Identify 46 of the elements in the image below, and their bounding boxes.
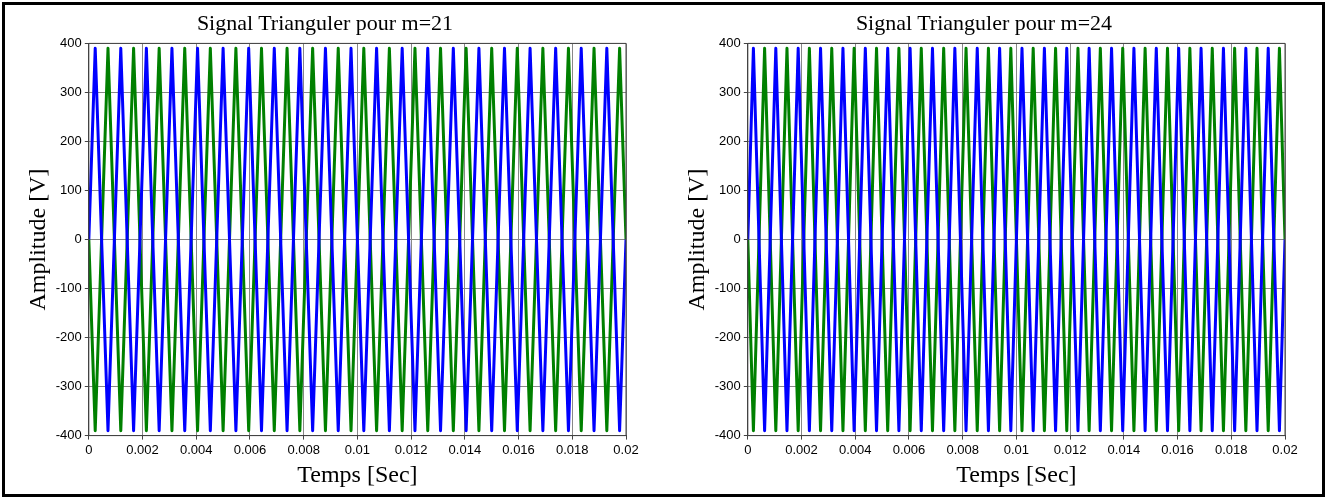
- x-tick-label: 0.02: [1272, 441, 1298, 457]
- y-tick-label: -300: [714, 378, 741, 394]
- x-tick-label: 0.012: [1053, 441, 1087, 457]
- x-axis-title: Temps [Sec]: [956, 460, 1077, 487]
- x-tick-label: 0: [743, 441, 752, 457]
- x-tick-label: 0.008: [946, 441, 979, 457]
- x-tick-label: 0.004: [180, 441, 213, 457]
- x-tick-label: 0.012: [395, 441, 428, 457]
- y-tick-label: 300: [718, 84, 741, 99]
- x-tick-label: 0.02: [613, 441, 639, 457]
- y-axis-title: Amplitude [V]: [23, 168, 50, 311]
- x-tick-label: 0.006: [233, 441, 267, 457]
- y-tick-label: -200: [714, 329, 741, 345]
- y-tick-label: -400: [714, 427, 741, 443]
- y-tick-label: 100: [718, 182, 741, 198]
- y-tick-label: 300: [60, 84, 83, 99]
- x-tick-label: 0.018: [556, 441, 589, 457]
- y-tick-label: 400: [60, 34, 83, 50]
- chart-title: Signal Trianguler pour m=24: [855, 9, 1112, 35]
- x-tick-label: 0.008: [287, 441, 321, 457]
- y-tick-label: -400: [56, 427, 83, 443]
- x-tick-label: 0: [85, 441, 93, 457]
- x-tick-label: 0.006: [892, 441, 925, 457]
- x-tick-label: 0.014: [448, 441, 482, 457]
- x-tick-label: 0.018: [1214, 441, 1248, 457]
- x-tick-label: 0.016: [502, 441, 536, 457]
- y-tick-label: 0: [733, 231, 741, 247]
- y-tick-label: -100: [714, 280, 741, 296]
- y-tick-label: 400: [718, 34, 741, 50]
- x-tick-label: 0.016: [1161, 441, 1194, 457]
- y-tick-label: -300: [56, 378, 83, 394]
- x-tick-label: 0.004: [838, 441, 872, 457]
- y-tick-label: 100: [60, 182, 83, 198]
- y-axis-title: Amplitude [V]: [682, 168, 709, 311]
- x-tick-label: 0.014: [1107, 441, 1140, 457]
- x-tick-label: 0.002: [785, 441, 818, 457]
- x-tick-label: 0.002: [126, 441, 160, 457]
- x-axis-title: Temps [Sec]: [297, 460, 418, 487]
- chart-title: Signal Trianguler pour m=21: [197, 9, 454, 35]
- y-tick-label: 0: [74, 231, 83, 247]
- y-tick-label: 200: [718, 133, 741, 149]
- y-tick-label: 200: [60, 133, 83, 149]
- y-tick-label: -100: [56, 280, 83, 296]
- y-tick-label: -200: [56, 329, 83, 345]
- x-tick-label: 0.01: [1003, 441, 1029, 457]
- x-tick-label: 0.01: [345, 441, 371, 457]
